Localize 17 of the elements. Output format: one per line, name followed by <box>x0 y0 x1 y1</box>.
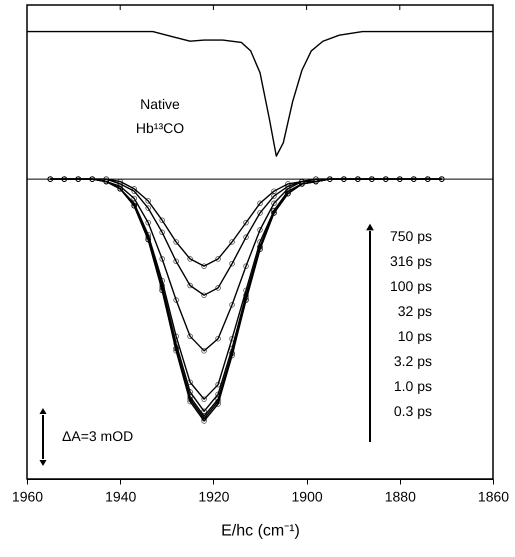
x-axis-title: E/hc (cm⁻¹) <box>221 522 300 540</box>
text: ΔA=3 mOD <box>62 428 134 444</box>
x-tick-label: 1920 <box>198 488 230 504</box>
x-tick-label: 1960 <box>12 488 44 504</box>
x-tick-label: 1860 <box>478 488 510 504</box>
annotation: 10 ps <box>398 328 432 344</box>
annotation: 0.3 ps <box>394 403 432 419</box>
annotation: 32 ps <box>398 303 432 319</box>
x-tick-label: 1900 <box>292 488 323 504</box>
annotation: 316 ps <box>390 253 432 269</box>
annotation: Native Hb¹³CO <box>136 96 184 136</box>
x-tick-label: 1940 <box>105 488 136 504</box>
annotation: 3.2 ps <box>394 353 432 369</box>
annotation: 750 ps <box>390 228 432 244</box>
annotation: 100 ps <box>390 278 432 294</box>
annotation: 1.0 ps <box>394 378 432 394</box>
x-tick-label: 1880 <box>384 488 416 504</box>
